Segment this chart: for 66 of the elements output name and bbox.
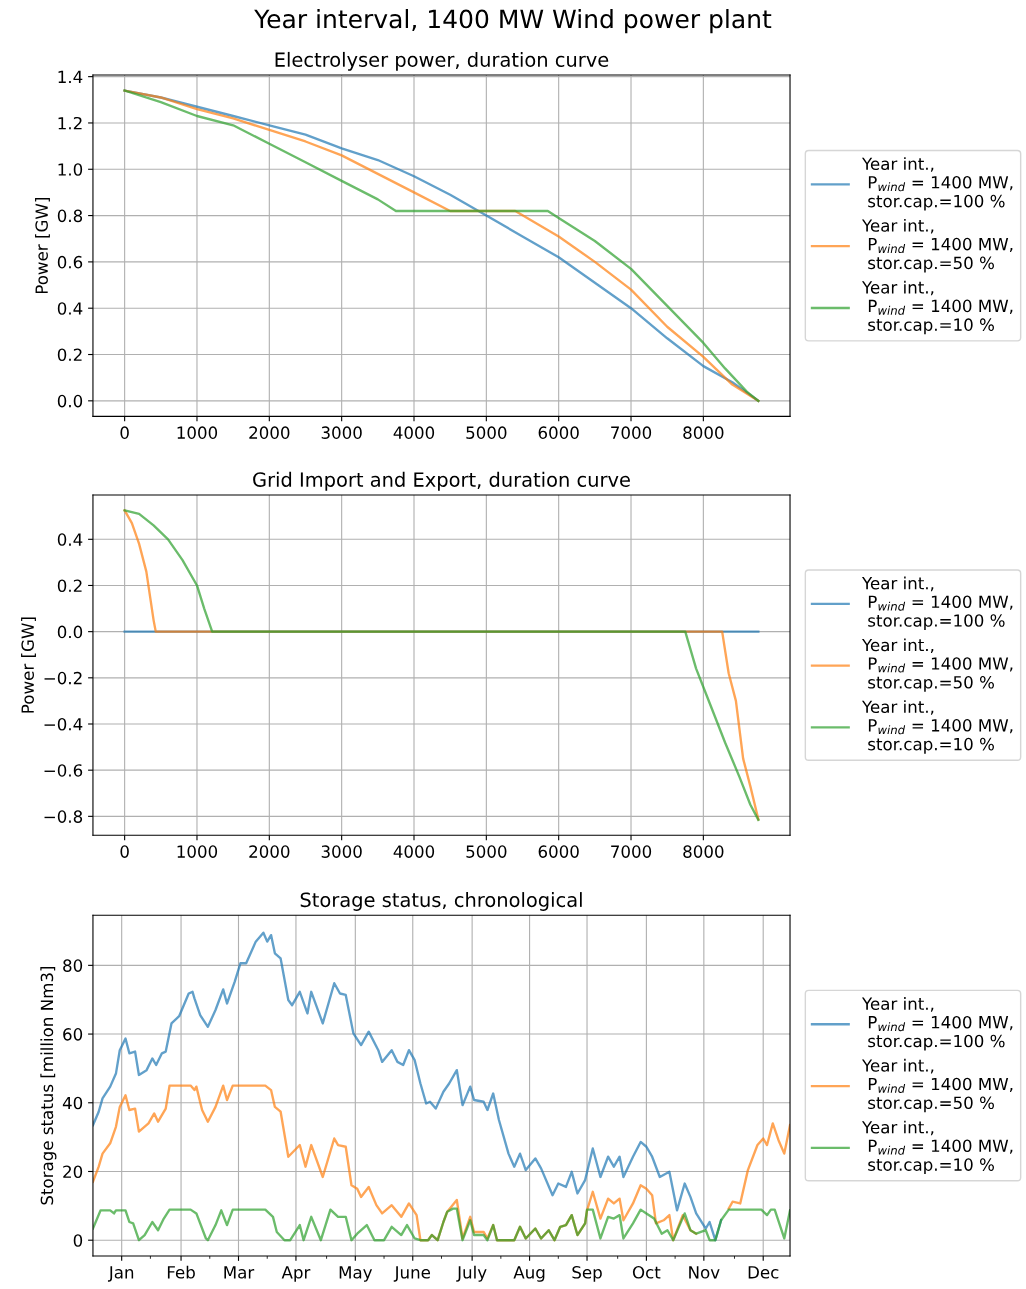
y-tick-label: 1.2 <box>58 116 82 130</box>
y-tick-label: 0.8 <box>57 209 83 223</box>
y-tick-label: 0.4 <box>57 302 83 315</box>
y-tick-label: 0 <box>73 1234 83 1247</box>
y-tick-label: 0.2 <box>57 579 82 593</box>
legend-label: Year int., P$_{wind}$ = 1400 MW, stor.cap.=50 % <box>861 638 1013 692</box>
y-tick-label: 0.0 <box>57 394 83 408</box>
y-tick-label: 0.2 <box>57 348 82 362</box>
x-tick-label: June <box>393 1266 431 1282</box>
x-tick-label: 4000 <box>393 845 435 858</box>
legend-label: Year int., P$_{wind}$ = 1400 MW, stor.cap.=100 % <box>861 157 1013 211</box>
y-tick-label: −0.6 <box>44 764 83 777</box>
x-tick-label: Nov <box>689 1266 720 1279</box>
x-tick-label: 0 <box>120 426 129 439</box>
y-tick-label: 0.6 <box>57 255 83 269</box>
chart-title: Electrolyser power, duration curve <box>275 51 609 71</box>
x-tick-label: July <box>456 1265 487 1282</box>
x-tick-label: Feb <box>167 1265 195 1279</box>
x-tick-label: 1000 <box>177 426 218 439</box>
x-tick-label: 3000 <box>321 845 362 858</box>
x-tick-label: 6000 <box>538 845 579 858</box>
x-tick-label: Jan <box>107 1266 134 1282</box>
x-tick-label: 2000 <box>249 845 290 858</box>
legend-label: Year int., P$_{wind}$ = 1400 MW, stor.cap.=100 % <box>861 997 1013 1051</box>
x-tick-label: 3000 <box>321 426 362 439</box>
legend-label: Year int., P$_{wind}$ = 1400 MW, stor.cap.=50 % <box>861 218 1013 273</box>
y-tick-label: 0.0 <box>57 625 83 639</box>
x-tick-label: Dec <box>748 1266 779 1279</box>
x-tick-label: 6000 <box>538 426 579 439</box>
y-tick-label: −0.4 <box>44 717 83 731</box>
y-axis-title: Power [GW] <box>35 198 50 294</box>
x-tick-label: Aug <box>513 1266 545 1282</box>
x-tick-label: 7000 <box>611 426 652 439</box>
x-tick-label: Apr <box>281 1266 311 1282</box>
y-tick-label: −0.2 <box>44 671 82 685</box>
y-tick-label: 80 <box>63 959 83 972</box>
x-tick-label: 5000 <box>466 845 507 858</box>
chart-title: Storage status, chronological <box>300 892 582 911</box>
x-tick-label: May <box>339 1266 373 1282</box>
x-tick-label: Sep <box>572 1266 602 1282</box>
x-tick-label: 0 <box>120 845 129 858</box>
y-tick-label: 0.4 <box>57 533 83 546</box>
y-tick-label: 1.4 <box>58 70 83 83</box>
x-tick-label: Oct <box>632 1266 661 1279</box>
y-axis-title: Storage status [million Nm3] <box>40 966 57 1205</box>
legend-label: Year int., P$_{wind}$ = 1400 MW, stor.cap.=10 % <box>861 280 1013 335</box>
x-tick-label: 1000 <box>177 845 218 858</box>
x-tick-label: 8000 <box>683 845 724 858</box>
x-tick-label: 8000 <box>683 426 724 439</box>
legend-label: Year int., P$_{wind}$ = 1400 MW, stor.cap.=10 % <box>861 1120 1013 1175</box>
x-tick-label: 2000 <box>249 426 290 439</box>
y-tick-label: 40 <box>62 1096 83 1110</box>
y-tick-label: 1.0 <box>58 163 83 176</box>
text: Year interval, 1400 MW Wind power plant <box>254 9 772 34</box>
y-tick-label: 60 <box>63 1028 83 1041</box>
x-tick-label: 4000 <box>393 426 435 439</box>
legend-label: Year int., P$_{wind}$ = 1400 MW, stor.cap.=100 % <box>861 576 1013 631</box>
legend-label: Year int., P$_{wind}$ = 1400 MW, stor.cap.=50 % <box>861 1058 1013 1113</box>
y-tick-label: −0.8 <box>44 810 83 823</box>
x-tick-label: 7000 <box>611 845 652 858</box>
chart-title: Grid Import and Export, duration curve <box>253 471 630 491</box>
x-tick-label: 5000 <box>466 426 507 439</box>
x-tick-label: Mar <box>224 1266 255 1279</box>
y-tick-label: 20 <box>63 1165 83 1179</box>
y-axis-title: Power [GW] <box>21 617 36 713</box>
legend-label: Year int., P$_{wind}$ = 1400 MW, stor.cap.=10 % <box>861 700 1013 754</box>
